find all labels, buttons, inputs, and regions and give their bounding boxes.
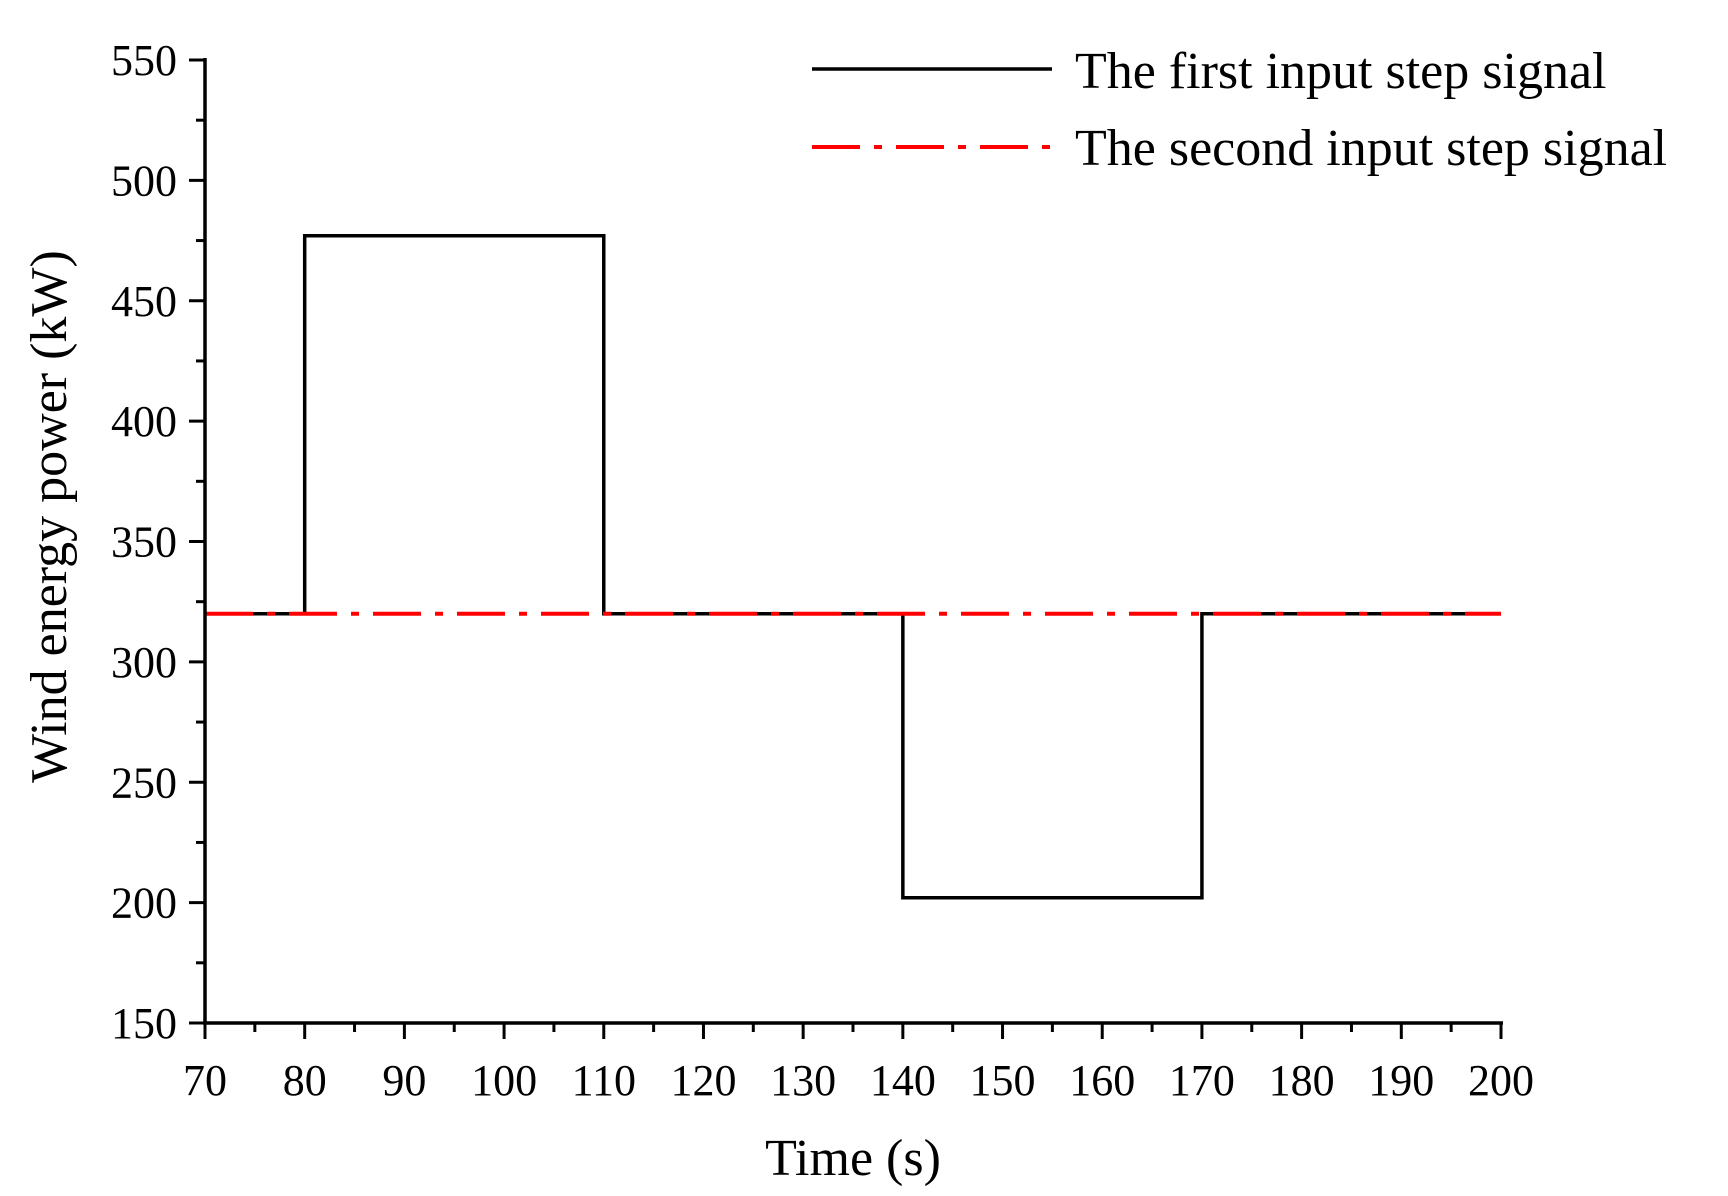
y-tick-label: 500 <box>111 156 177 205</box>
x-axis-title: Time (s) <box>765 1130 941 1187</box>
legend-label-second-signal: The second input step signal <box>1075 120 1667 177</box>
legend: The first input step signal The second i… <box>812 43 1667 177</box>
plot-lines <box>205 233 1501 900</box>
y-tick-label: 200 <box>111 879 177 928</box>
axes <box>203 58 1503 1025</box>
x-tick-label: 150 <box>970 1056 1036 1105</box>
y-tick-label: 450 <box>111 277 177 326</box>
x-tick-label: 200 <box>1468 1056 1534 1105</box>
y-tick-label: 550 <box>111 36 177 85</box>
x-tick-label: 70 <box>183 1056 227 1105</box>
x-tick-label: 160 <box>1069 1056 1135 1105</box>
x-tick-label: 90 <box>382 1056 426 1105</box>
legend-label-first-signal: The first input step signal <box>1075 43 1606 100</box>
y-tick-label: 400 <box>111 397 177 446</box>
x-tick-label: 190 <box>1368 1056 1434 1105</box>
series-line-1 <box>205 233 1501 900</box>
y-tick-label: 150 <box>111 999 177 1048</box>
x-tick-label: 140 <box>870 1056 936 1105</box>
y-tick-label: 300 <box>111 638 177 687</box>
x-tick-label: 120 <box>670 1056 736 1105</box>
y-tick-label: 350 <box>111 518 177 567</box>
y-axis-title: Wind energy power (kW) <box>21 250 78 783</box>
ticks <box>189 58 1503 1039</box>
x-tick-label: 110 <box>572 1056 636 1105</box>
x-tick-label: 180 <box>1269 1056 1335 1105</box>
y-tick-label: 250 <box>111 758 177 807</box>
x-tick-label: 170 <box>1169 1056 1235 1105</box>
tick-labels: 70 80 90 100 110 120 130 140 150 160 170 180 190 200 1… <box>111 36 1534 1105</box>
x-tick-label: 130 <box>770 1056 836 1105</box>
x-tick-label: 100 <box>471 1056 537 1105</box>
x-tick-label: 80 <box>283 1056 327 1105</box>
